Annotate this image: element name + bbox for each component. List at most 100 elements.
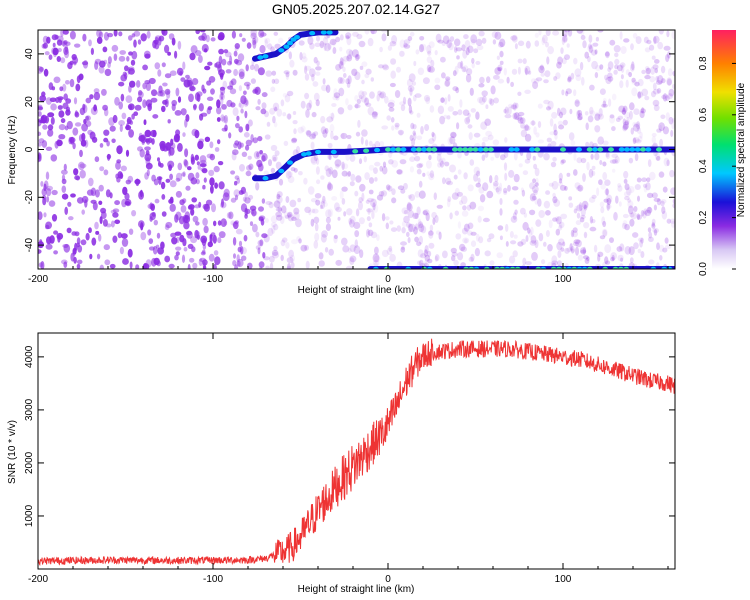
- y-tick-label: 0: [24, 146, 35, 152]
- spectrogram-point: [219, 86, 226, 91]
- spectrogram-point: [399, 101, 406, 106]
- spectrogram-point: [365, 102, 372, 108]
- spectrogram-point: [473, 48, 479, 54]
- spectrogram-point: [314, 193, 322, 199]
- spectrogram-point: [497, 67, 503, 72]
- spectrogram-point: [436, 153, 442, 162]
- spectrogram-point: [481, 141, 486, 148]
- spectrogram-point: [403, 210, 409, 215]
- spectrogram-point: [651, 55, 656, 60]
- spectrogram-point: [177, 142, 183, 152]
- spectrogram-point: [537, 121, 542, 128]
- spectrogram-point: [642, 183, 648, 188]
- spectrogram-point: [647, 159, 652, 168]
- spectrogram-point: [422, 77, 430, 85]
- spectrogram-point: [396, 169, 403, 175]
- spectrogram-point: [381, 125, 389, 130]
- spectrogram-point: [193, 104, 197, 111]
- y-tick-label: -20: [24, 190, 35, 205]
- spectrogram-point: [355, 208, 360, 217]
- spectrogram-point: [114, 219, 121, 225]
- spectrogram-point: [199, 257, 207, 263]
- spectrogram-point: [658, 244, 665, 253]
- spectrogram-point: [57, 96, 64, 101]
- spectrogram-point: [614, 64, 619, 70]
- spectrogram-point: [429, 170, 435, 179]
- spectrogram-point: [298, 40, 305, 46]
- spectrogram-point: [325, 84, 331, 94]
- spectrogram-point: [644, 47, 651, 53]
- spectrogram-point: [574, 99, 580, 108]
- spectrogram-point: [479, 76, 485, 84]
- ridge-highlight: [278, 48, 285, 53]
- spectrogram-point: [140, 231, 147, 241]
- spectrogram-point: [419, 259, 424, 267]
- spectrogram-point: [111, 138, 116, 144]
- spectrogram-point: [61, 178, 67, 185]
- spectrogram-point: [346, 82, 351, 88]
- spectrogram-point: [319, 40, 324, 49]
- spectrogram-point: [462, 49, 468, 59]
- spectrogram-point: [567, 75, 572, 82]
- spectrogram-point: [566, 247, 574, 253]
- spectrogram-point: [182, 198, 187, 204]
- spectrogram-point: [622, 118, 627, 125]
- ridge-highlight: [509, 266, 516, 269]
- spectrogram-point: [64, 125, 69, 131]
- spectrogram-point: [190, 236, 198, 244]
- spectrogram-point: [200, 251, 206, 256]
- spectrogram-point: [499, 38, 506, 48]
- spectrogram-point: [247, 155, 252, 160]
- spectrogram-point: [591, 60, 598, 70]
- ridge-highlight: [451, 147, 458, 152]
- ridge-highlight: [618, 147, 625, 152]
- spectrogram-point: [245, 64, 249, 72]
- spectrogram-point: [503, 187, 508, 194]
- spectrogram-point: [340, 132, 348, 140]
- spectrogram-point: [312, 208, 319, 214]
- spectrogram-point: [569, 243, 573, 251]
- spectrogram-point: [104, 68, 112, 77]
- spectrogram-point: [396, 225, 401, 232]
- spectrogram-point: [264, 134, 271, 140]
- spectrogram-point: [354, 71, 361, 81]
- spectrogram-point: [543, 99, 550, 105]
- spectrogram-point: [260, 108, 267, 115]
- spectrogram-point: [486, 237, 492, 243]
- spectrogram-point: [572, 241, 580, 247]
- spectrogram-point: [597, 30, 604, 33]
- spectrogram-point: [233, 189, 240, 197]
- spectrogram-point: [419, 44, 424, 53]
- spectrogram-point: [162, 82, 168, 87]
- spectrogram-point: [139, 148, 145, 158]
- spectrogram-point: [331, 112, 335, 121]
- spectrogram-point: [345, 152, 350, 161]
- spectrogram-point: [245, 170, 252, 177]
- spectrogram-point: [322, 195, 326, 204]
- spectrogram-point: [617, 183, 622, 188]
- spectrogram-point: [653, 104, 660, 112]
- spectrogram-point: [446, 180, 454, 186]
- spectrogram-point: [349, 181, 355, 187]
- spectrogram-point: [646, 39, 652, 45]
- spectrogram-point: [631, 77, 636, 83]
- spectrogram-point: [276, 214, 283, 221]
- spectrogram-point: [653, 204, 658, 211]
- spectrogram-point: [74, 231, 80, 237]
- spectrogram-point: [138, 132, 143, 138]
- spectrogram-point: [152, 129, 157, 138]
- spectrogram-point: [42, 124, 48, 130]
- spectrogram-point: [122, 186, 128, 196]
- spectrogram-point: [441, 157, 446, 164]
- spectrogram-point: [661, 78, 666, 84]
- spectrogram-point: [379, 91, 387, 99]
- spectrogram-point: [174, 50, 178, 59]
- spectrogram-point: [577, 184, 584, 192]
- spectrogram-point: [427, 50, 432, 56]
- spectrogram-point: [287, 113, 292, 120]
- ridge-highlight: [262, 176, 269, 181]
- spectrogram-point: [577, 109, 583, 117]
- spectrogram-point: [341, 170, 348, 177]
- spectrogram-point: [591, 219, 596, 224]
- spectrogram-point: [436, 204, 443, 209]
